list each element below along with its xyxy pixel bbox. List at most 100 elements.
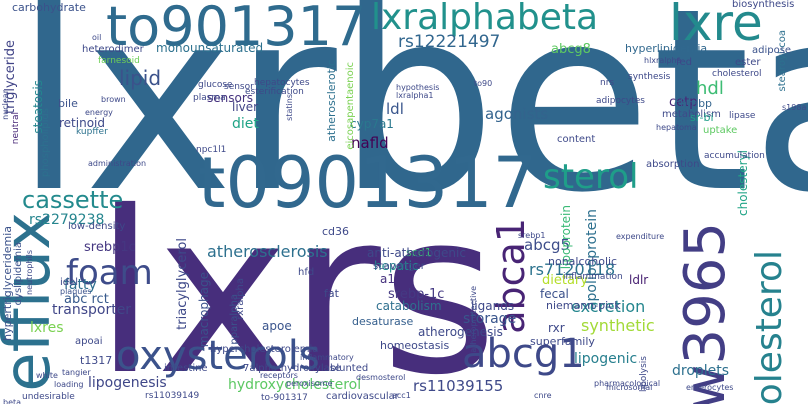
word: expenditure [616,232,665,241]
word: sterol [543,157,639,197]
word: lipogenesis [88,375,167,391]
word: dyslipidemia [13,242,24,306]
word: low-density [68,221,126,232]
word: cholesterol [712,69,762,79]
word: farnesoid [98,56,140,66]
word: srebp-1c [388,287,445,302]
word: hydroxycholesterol [228,377,362,393]
word: statins [285,94,294,121]
word: oil [92,33,102,42]
word: lipogenic [574,351,638,367]
word: sensor [224,82,254,92]
word: undesirable [22,392,75,402]
word: peroxisome [286,379,333,388]
word: bile [58,97,78,110]
word: macrophage [197,272,211,348]
word: lxrs [94,163,498,404]
word: heterodimer [82,44,144,55]
word: hdl [696,78,724,99]
word: microsomal [606,383,653,392]
word: beta [3,398,22,404]
word: abc rct [64,292,109,307]
word: to90 [474,79,493,88]
word: ligands [471,299,515,313]
word: apoe [262,319,292,333]
word: eicosapentaenoic [345,62,356,150]
word: hepatic [374,259,419,273]
word: receptors [260,371,298,380]
word: plaques [60,287,92,296]
word: ester [735,57,761,68]
word: srebp1c [84,240,136,255]
word: anti-atherogenic [367,246,466,260]
word: desaturase [352,315,414,328]
word: rxralpha [235,278,246,320]
word: inflammatory [300,353,354,362]
word: foam [66,253,153,293]
word: lxralpha1 [396,91,434,100]
word: atheroprotective [469,286,478,353]
word: nafld [351,134,389,152]
word: hepatoma [656,123,697,132]
word: retinoid [59,116,105,130]
word: s198a [782,103,807,112]
word: nonalcoholic [548,255,618,268]
word: rs12221497 [398,32,501,52]
word: stearoyl-coa [777,30,788,92]
word: neutrophils [25,250,34,295]
word: superfamily [530,335,595,348]
word: hyperlipidemia [625,42,708,55]
word: cyp7a1 [350,117,394,131]
word: adipose [752,45,792,56]
word: inflammation [563,272,623,282]
word: nrs [600,78,615,88]
word: droplets [672,363,730,379]
word: atherosclerotic [325,60,338,142]
word: agonists [485,105,549,123]
word: 7alpha-hydroxylase [243,363,342,374]
word: brown [101,95,126,104]
word: absorption [646,159,700,170]
word: rxr [548,321,565,335]
word: carbohydrate [12,1,86,14]
word: lxrbeta [14,0,808,248]
word: nuclear [1,90,10,120]
word: apoai [75,336,103,347]
word: hypertriglyceridemia [1,226,14,341]
word: pharmacological [594,379,661,388]
word: diet [232,116,259,132]
word: liver [232,100,259,114]
word: scavenger [373,261,425,272]
word: blunted [330,363,369,374]
word: niemann-pick [546,299,621,312]
word: acc1 [392,391,411,400]
word: adipocytes [596,96,645,106]
word: sr-bi [690,111,714,124]
word: dietary [542,273,588,288]
word: desmosterol [356,373,406,382]
word: cassette [22,186,124,214]
word: cetp [669,95,698,110]
word: phospholipids [40,108,51,178]
word: lipase [729,111,756,121]
word: glucose [198,80,233,90]
word: abcg5 [524,236,571,254]
word: fecal [540,287,569,301]
word: lxres [30,320,64,336]
word: fed [676,57,693,68]
word: rs7120118 [529,260,616,279]
word: esterification [245,87,304,97]
word: cholesterol [749,250,790,404]
word: cnre [534,391,552,400]
word: rs11039149 [145,391,200,401]
word: enterocytes [686,383,734,392]
word: t0901317 [198,142,538,224]
word: sensors [207,91,254,105]
word: oxysterols [116,333,320,379]
word: metabolism [662,109,721,120]
word: intestine [164,363,208,374]
word: abcg1 [462,331,585,377]
word: catabolism [376,299,442,313]
word: storage [463,311,517,327]
